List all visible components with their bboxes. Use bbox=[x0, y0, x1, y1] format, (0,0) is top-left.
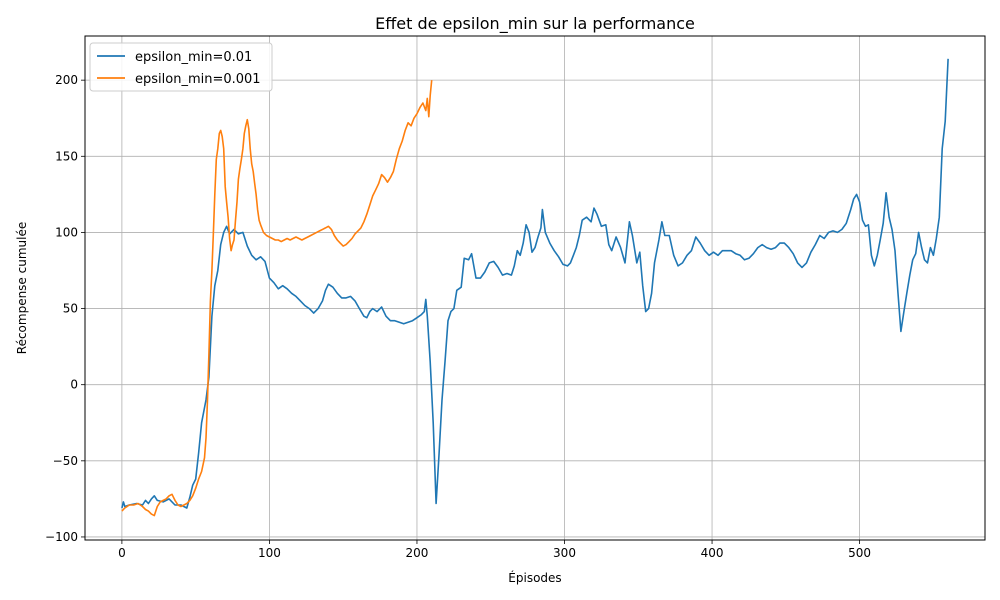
plot-frame bbox=[84, 35, 986, 541]
legend-label-eps-0.001: epsilon_min=0.001 bbox=[135, 72, 261, 87]
legend: epsilon_min=0.01 epsilon_min=0.001 bbox=[89, 42, 273, 92]
grid-lines bbox=[85, 36, 985, 540]
x-tick-label: 400 bbox=[701, 546, 724, 560]
x-tick-label: 100 bbox=[258, 546, 281, 560]
x-axis-label: Épisodes bbox=[508, 570, 561, 585]
x-tick-label: 200 bbox=[406, 546, 429, 560]
axis-ticks: 0 100 200 300 400 500 −100 −50 0 50 100 150 200 bbox=[45, 73, 871, 560]
y-tick-label: 150 bbox=[55, 149, 78, 163]
series-group bbox=[121, 58, 949, 517]
legend-box bbox=[89, 42, 273, 92]
x-tick-label: 300 bbox=[553, 546, 576, 560]
y-axis-label: Récompense cumulée bbox=[15, 222, 29, 354]
y-tick-label: 100 bbox=[55, 225, 78, 239]
y-tick-label: −50 bbox=[53, 454, 78, 468]
series-line-1 bbox=[121, 80, 433, 517]
chart-title: Effet de epsilon_min sur la performance bbox=[375, 14, 695, 34]
x-tick-label: 0 bbox=[118, 546, 126, 560]
series-line-0 bbox=[121, 58, 949, 509]
x-tick-label: 500 bbox=[848, 546, 871, 560]
y-tick-label: 200 bbox=[55, 73, 78, 87]
y-tick-label: 50 bbox=[63, 302, 78, 316]
y-tick-label: −100 bbox=[45, 530, 78, 544]
y-tick-label: 0 bbox=[70, 378, 78, 392]
legend-label-eps-0.01: epsilon_min=0.01 bbox=[135, 50, 252, 65]
